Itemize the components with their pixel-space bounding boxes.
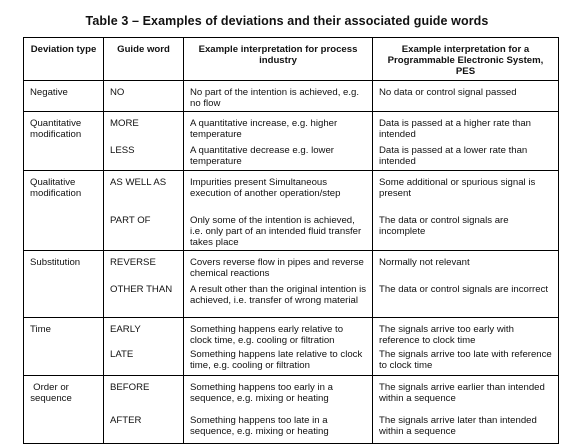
- pes-text: The signals arrive too early with refere…: [379, 324, 514, 346]
- deviation-cell: Qualitative modification: [23, 170, 104, 251]
- guide-cell: EARLY LATE: [103, 317, 184, 376]
- guide-word: LESS: [110, 145, 135, 156]
- pes-cell: Normally not relevant The data or contro…: [372, 250, 559, 318]
- header-guide-word: Guide word: [103, 37, 184, 81]
- guide-cell: MORE LESS: [103, 111, 184, 171]
- pes-cell: Data is passed at a higher rate than int…: [372, 111, 559, 171]
- table-row-time: Time EARLY LATE Something happens early …: [23, 317, 559, 376]
- table-row-order: Order or sequence BEFORE AFTER Something…: [23, 375, 559, 444]
- guide-word: AFTER: [110, 415, 142, 426]
- process-text: Something happens early relative to cloc…: [190, 324, 344, 346]
- pes-text: The signals arrive earlier than intended…: [379, 382, 545, 404]
- guide-word: EARLY: [110, 324, 141, 335]
- pes-text: Data is passed at a higher rate than int…: [379, 118, 531, 140]
- pes-text: The signals arrive later than intended w…: [379, 415, 537, 437]
- guide-word: REVERSE: [110, 257, 156, 268]
- header-row: Deviation type Guide word Example interp…: [23, 37, 559, 81]
- guide-word: BEFORE: [110, 382, 150, 393]
- process-text: Only some of the intention is achieved, …: [190, 215, 362, 248]
- process-text: No part of the intention is achieved, e.…: [190, 87, 360, 109]
- guide-word: LATE: [110, 349, 134, 360]
- deviation-label: Negative: [30, 87, 68, 98]
- pes-text: The data or control signals are incomple…: [379, 215, 509, 237]
- header-process-industry: Example interpretation for process indus…: [183, 37, 373, 81]
- guide-word: NO: [110, 87, 125, 98]
- process-cell: Covers reverse flow in pipes and reverse…: [183, 250, 373, 318]
- guide-cell: AS WELL AS PART OF: [103, 170, 184, 251]
- process-cell: Impurities present Simultaneous executio…: [183, 170, 373, 251]
- pes-text: Data is passed at a lower rate than inte…: [379, 145, 528, 167]
- process-text: A result other than the original intenti…: [190, 284, 366, 306]
- guide-word: MORE: [110, 118, 139, 129]
- pes-text: Some additional or spurious signal is pr…: [379, 177, 536, 199]
- process-cell: Something happens early relative to cloc…: [183, 317, 373, 376]
- guide-word: AS WELL AS: [110, 177, 167, 188]
- pes-text: The signals arrive too late with referen…: [379, 349, 552, 371]
- process-text: Something happens too early in a sequenc…: [190, 382, 333, 404]
- pes-cell: The signals arrive earlier than intended…: [372, 375, 559, 444]
- pes-cell: No data or control signal passed: [372, 80, 559, 112]
- guide-cell: NO: [103, 80, 184, 112]
- guide-word: OTHER THAN: [110, 284, 173, 295]
- table-row-qualitative: Qualitative modification AS WELL AS PART…: [23, 170, 559, 251]
- process-text: Covers reverse flow in pipes and reverse…: [190, 257, 364, 279]
- process-text: Something happens too late in a sequence…: [190, 415, 329, 437]
- guide-cell: REVERSE OTHER THAN: [103, 250, 184, 318]
- deviation-cell: Negative: [23, 80, 104, 112]
- deviation-label: Time: [30, 324, 51, 335]
- guide-cell: BEFORE AFTER: [103, 375, 184, 444]
- process-text: A quantitative increase, e.g. higher tem…: [190, 118, 338, 140]
- process-text: Impurities present Simultaneous executio…: [190, 177, 341, 199]
- deviation-cell: Order or sequence: [23, 375, 104, 444]
- pes-text: The data or control signals are incorrec…: [379, 284, 549, 295]
- pes-cell: Some additional or spurious signal is pr…: [372, 170, 559, 251]
- process-cell: No part of the intention is achieved, e.…: [183, 80, 373, 112]
- deviation-cell: Time: [23, 317, 104, 376]
- pes-text: Normally not relevant: [379, 257, 470, 268]
- process-text: Something happens late relative to clock…: [190, 349, 363, 371]
- deviation-label: Qualitative modification: [30, 177, 82, 199]
- table-row-substitution: Substitution REVERSE OTHER THAN Covers r…: [23, 250, 559, 318]
- guide-word: PART OF: [110, 215, 151, 226]
- deviation-label: Substitution: [30, 257, 81, 268]
- process-cell: A quantitative increase, e.g. higher tem…: [183, 111, 373, 171]
- table-caption: Table 3 – Examples of deviations and the…: [85, 14, 489, 28]
- deviation-label: Order or sequence: [30, 382, 72, 404]
- deviation-guide-word-table: Deviation type Guide word Example interp…: [23, 37, 559, 444]
- pes-text: No data or control signal passed: [379, 87, 517, 98]
- process-cell: Something happens too early in a sequenc…: [183, 375, 373, 444]
- header-pes: Example interpretation for a Programmabl…: [372, 37, 559, 81]
- header-deviation-type: Deviation type: [23, 37, 104, 81]
- table-row-quantitative: Quantitative modification MORE LESS A qu…: [23, 111, 559, 171]
- table-row-negative: Negative NO No part of the intention is …: [23, 80, 559, 112]
- deviation-cell: Substitution: [23, 250, 104, 318]
- deviation-label: Quantitative modification: [30, 118, 82, 140]
- deviation-cell: Quantitative modification: [23, 111, 104, 171]
- pes-cell: The signals arrive too early with refere…: [372, 317, 559, 376]
- process-text: A quantitative decrease e.g. lower tempe…: [190, 145, 334, 167]
